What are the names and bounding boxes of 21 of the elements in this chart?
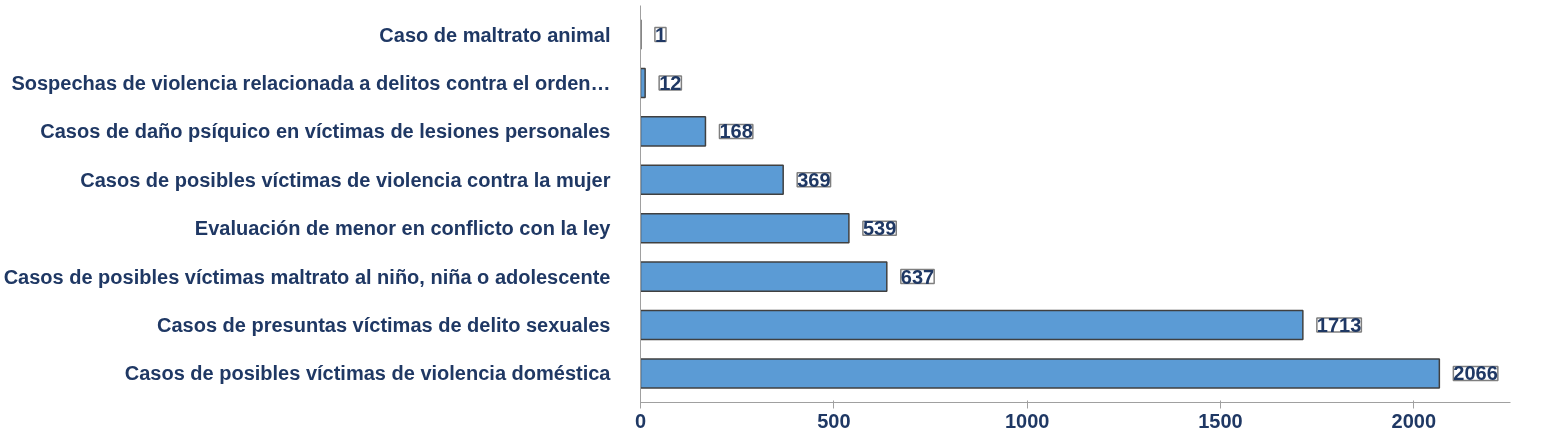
data-label: 1713 — [1316, 314, 1362, 337]
data-label: 12 — [659, 71, 682, 94]
data-label: 1 — [654, 23, 667, 46]
y-tick-label: Evaluación de menor en conflicto con la ley — [194, 217, 612, 240]
y-tick-label: Casos de posibles víctimas maltrato al niño, niña o adolescente — [3, 265, 611, 288]
y-tick-label: Casos de presuntas víctimas de delito sexuales — [156, 314, 611, 337]
x-tick-label: 2000 — [1391, 409, 1437, 432]
y-tick-label: Casos de posibles víctimas de violencia doméstica — [124, 362, 612, 385]
y-tick-label: Sospechas de violencia relacionada a delitos contra el orden… — [11, 71, 611, 94]
x-tick-label: 1500 — [1198, 409, 1243, 432]
x-tick-label: 500 — [817, 409, 851, 432]
data-label: 637 — [900, 265, 935, 288]
data-label: 369 — [797, 168, 831, 191]
data-label: 2066 — [1453, 362, 1498, 385]
y-tick-label: Casos de posibles víctimas de violencia contra la mujer — [80, 168, 611, 191]
data-label: 539 — [862, 217, 897, 240]
y-tick-label: Caso de maltrato animal — [379, 23, 611, 46]
x-tick-label: 1000 — [1004, 409, 1050, 432]
y-tick-label: Casos de daño psíquico en víctimas de lesiones personales — [40, 120, 611, 143]
x-tick-label: 0 — [634, 409, 647, 432]
data-label: 168 — [719, 120, 753, 143]
